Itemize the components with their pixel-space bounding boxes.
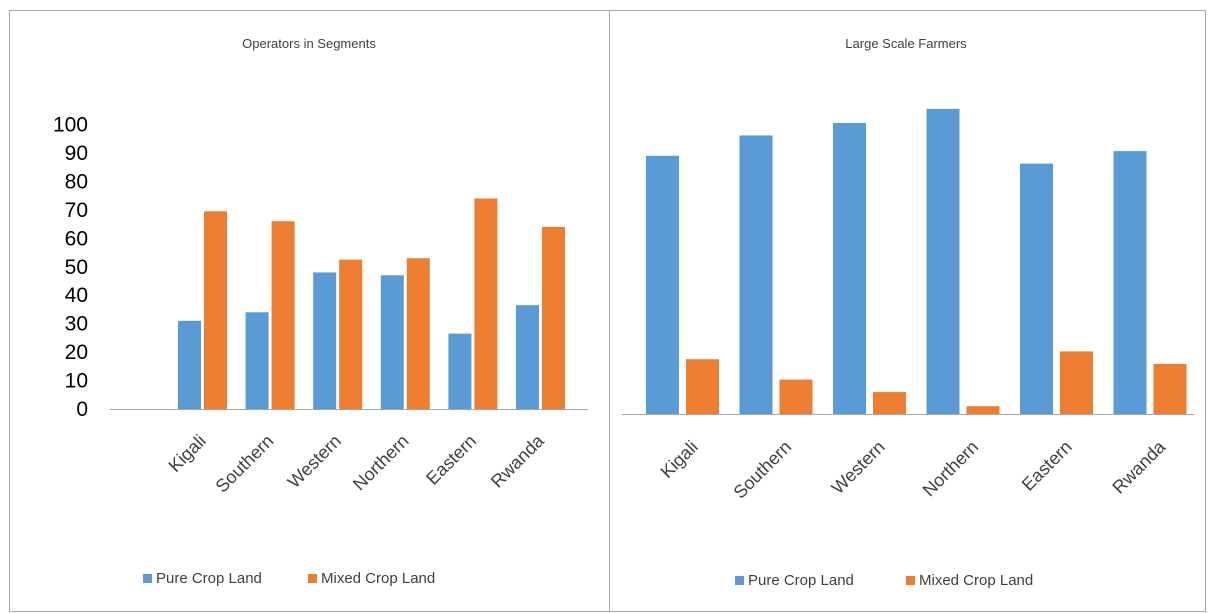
legend-swatch-pure	[143, 574, 152, 583]
y-tick-label: 50	[65, 256, 88, 279]
legend-label-mixed: Mixed Crop Land	[919, 572, 1033, 589]
bar-eastern-pure	[448, 333, 472, 409]
bar-rwanda-pure	[1113, 151, 1147, 414]
bar-southern-pure	[245, 312, 269, 409]
chart-border-left	[9, 10, 610, 612]
legend-label-pure: Pure Crop Land	[748, 572, 854, 589]
bar-kigali-mixed	[686, 359, 719, 414]
bar-western-mixed	[873, 392, 906, 414]
y-tick-label: 60	[65, 227, 88, 250]
y-tick-label: 0	[76, 398, 88, 421]
bar-western-pure	[313, 272, 337, 409]
legend: Pure Crop Land Mixed Crop Land	[143, 570, 435, 587]
y-tick-label: 90	[65, 142, 88, 165]
bar-eastern-mixed	[1060, 351, 1093, 414]
bar-western-mixed	[339, 259, 363, 409]
legend: Pure Crop Land Mixed Crop Land	[735, 572, 1033, 589]
bar-eastern-pure	[1020, 163, 1053, 414]
y-tick-label: 70	[65, 199, 88, 222]
y-axis-ticks: 0 10 20 30 40 50 60 70 80 90 100	[53, 114, 88, 422]
y-tick-label: 10	[65, 370, 88, 393]
chart-panel-operators: Operators in Segments 0 10 20 30 40 50 60 70 80 9…	[9, 10, 610, 612]
legend-swatch-mixed	[906, 576, 915, 585]
legend-swatch-pure	[735, 576, 744, 585]
bar-rwanda-mixed	[1153, 363, 1187, 414]
bar-kigali-pure	[178, 320, 201, 409]
bar-rwanda-mixed	[542, 226, 565, 409]
bar-rwanda-pure	[516, 305, 539, 409]
legend-swatch-mixed	[308, 574, 317, 583]
y-tick-label: 80	[65, 170, 88, 193]
bars	[646, 108, 1187, 414]
y-tick-label: 30	[65, 313, 88, 336]
chart-panel-large-scale: Large Scale Farmers Kigali Southern Wester…	[609, 10, 1206, 612]
bar-western-pure	[833, 122, 866, 414]
bar-southern-mixed	[779, 379, 813, 414]
bars	[178, 198, 565, 409]
bar-eastern-mixed	[474, 198, 498, 409]
y-tick-label: 20	[65, 341, 88, 364]
chart-title: Large Scale Farmers	[845, 36, 967, 51]
bar-southern-mixed	[271, 221, 295, 409]
bar-northern-pure	[380, 275, 404, 409]
bar-northern-pure	[926, 108, 960, 414]
legend-label-mixed: Mixed Crop Land	[321, 570, 435, 587]
chart-border-right	[609, 10, 1206, 612]
legend-label-pure: Pure Crop Land	[156, 570, 262, 587]
y-tick-label: 40	[65, 284, 88, 307]
chart-title: Operators in Segments	[242, 36, 376, 51]
y-tick-label: 100	[53, 114, 88, 137]
bar-northern-mixed	[966, 406, 1000, 414]
bar-kigali-mixed	[204, 211, 227, 409]
bar-kigali-pure	[646, 155, 679, 414]
bar-northern-mixed	[406, 258, 430, 409]
bar-southern-pure	[739, 135, 773, 414]
